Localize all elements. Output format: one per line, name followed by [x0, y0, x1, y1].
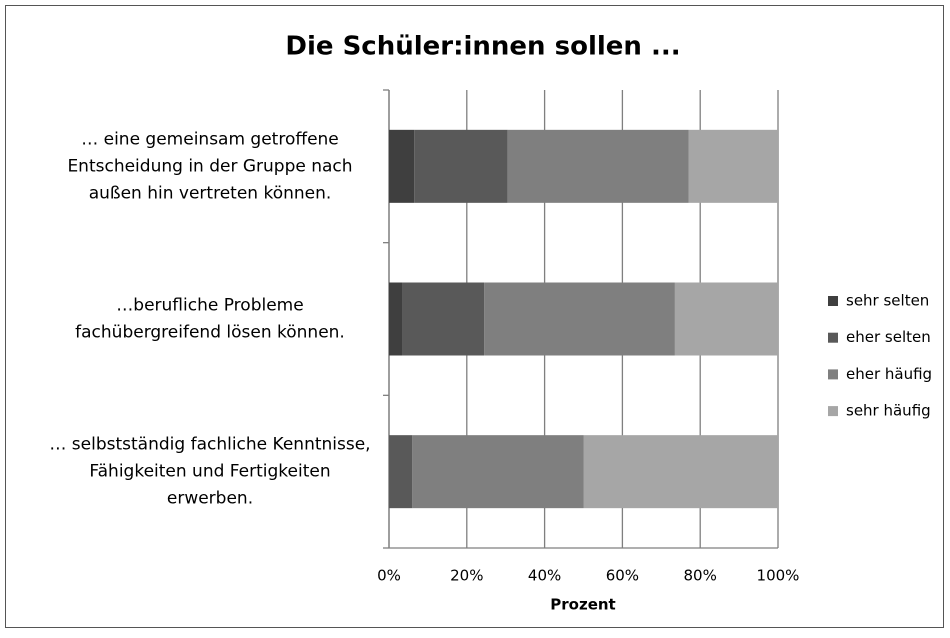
x-tick-label: 0% — [377, 567, 401, 585]
y-tick-label: … selbstständig fachliche Kenntnisse, — [49, 435, 370, 455]
bar-segment — [674, 282, 778, 356]
bar-segment — [484, 282, 675, 356]
y-tick-label: erwerben. — [167, 489, 253, 509]
bar-segment — [583, 435, 778, 509]
y-tick-label: … eine gemeinsam getroffene — [81, 129, 339, 149]
y-tick-label: außen hin vertreten können. — [89, 183, 332, 203]
x-tick-label: 100% — [757, 567, 800, 585]
legend-swatch — [828, 406, 838, 417]
x-tick-label: 20% — [450, 567, 483, 585]
y-tick-label: Fähigkeiten und Fertigkeiten — [89, 462, 330, 482]
bar-segment — [389, 282, 403, 356]
bar-segment — [389, 129, 415, 203]
legend-label: eher häufig — [846, 365, 932, 383]
legend-swatch — [828, 296, 838, 306]
bar-segment — [414, 129, 508, 203]
legend-label: sehr häufig — [846, 402, 931, 420]
legend-swatch — [828, 369, 838, 380]
y-tick-label: fachübergreifend lösen können. — [75, 323, 345, 343]
x-tick-label: 40% — [528, 567, 561, 585]
legend-swatch — [828, 332, 838, 343]
bar-segment — [412, 435, 584, 509]
legend-label: eher selten — [846, 328, 931, 346]
y-tick-label: Entscheidung in der Gruppe nach — [67, 156, 352, 176]
x-axis-label: Prozent — [550, 596, 615, 614]
bar-segment — [507, 129, 689, 203]
legend-label: sehr selten — [846, 292, 929, 310]
x-tick-label: 60% — [606, 567, 639, 585]
bar-segment — [402, 282, 485, 356]
bar-segment — [389, 435, 413, 509]
bar-segment — [688, 129, 778, 203]
chart-title: Die Schüler:innen sollen ... — [285, 32, 680, 62]
x-tick-label: 80% — [684, 567, 717, 585]
y-tick-label: …berufliche Probleme — [116, 296, 303, 316]
